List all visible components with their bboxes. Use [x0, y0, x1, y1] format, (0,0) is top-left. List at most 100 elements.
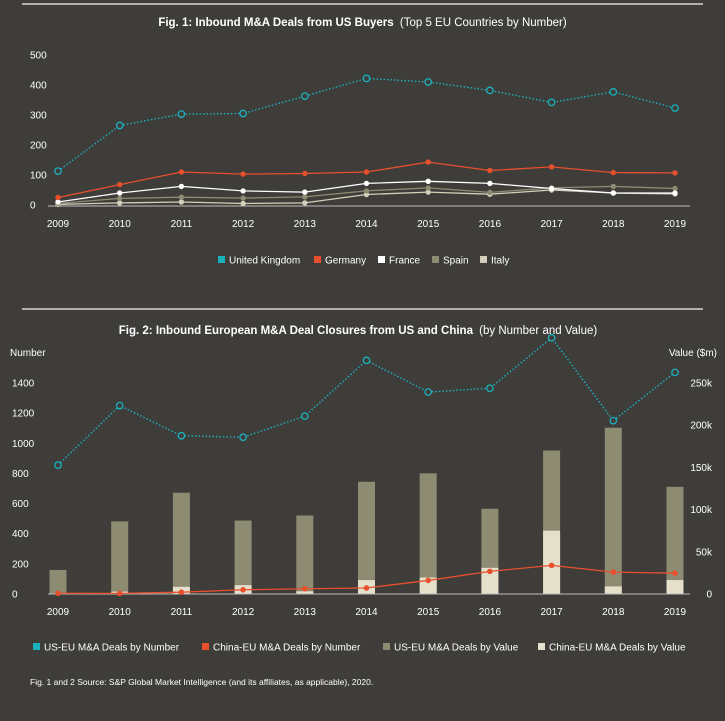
fig1-point-germany	[55, 194, 61, 201]
fig1-legend-swatch	[378, 256, 385, 263]
fig1-point-france	[487, 180, 493, 187]
fig1-point-france	[425, 178, 431, 184]
fig1-point-united-kingdom	[486, 86, 494, 95]
fig2-point-china-eu-number	[240, 586, 246, 593]
fig2-point-china-eu-number	[363, 585, 370, 591]
fig1-legend-label: Italy	[491, 256, 509, 267]
fig1-point-france	[672, 190, 678, 196]
fig2-bar-us-eu-value	[666, 486, 684, 594]
fig2-y-axis-right: 250k 200k 150k 100k 50k 0	[690, 379, 713, 601]
fig1-point-italy	[240, 200, 246, 207]
fig2-y-left-tick-label: 200	[12, 559, 29, 570]
fig1-point-spain	[610, 183, 616, 190]
fig2-point-china-eu-number	[302, 585, 308, 592]
fig2-bar-us-eu-value	[111, 521, 129, 594]
fig1-point-spain	[240, 195, 246, 201]
fig2-bars	[49, 427, 684, 595]
fig1-point-germany	[672, 170, 678, 176]
fig1-point-germany	[487, 167, 493, 174]
fig1-series-germany	[55, 159, 678, 201]
fig1-line-united-kingdom	[57, 77, 676, 172]
fig1-point-spain	[487, 189, 493, 196]
fig2-y-right-tick-label: 150k	[690, 463, 713, 474]
fig1-y-tick-label: 0	[30, 201, 36, 212]
fig2-title-rest: (by Number and Value)	[479, 325, 597, 337]
fig1-y-tick-label: 200	[30, 141, 47, 152]
fig1-point-united-kingdom	[609, 88, 618, 96]
fig1-point-italy	[425, 189, 431, 195]
fig1-y-tick-label: 500	[30, 51, 47, 62]
fig2-point-us-eu-number	[54, 461, 62, 469]
fig2-legend-swatch	[383, 643, 390, 650]
fig1-legend-item-united-kingdom: United Kingdom	[218, 256, 300, 267]
fig2-point-us-eu-number	[609, 416, 618, 425]
fig2-bar-us-eu-value	[234, 520, 252, 594]
fig2-y-right-tick-label: 0	[706, 590, 712, 601]
fig2-x-tick-label: 2017	[540, 607, 563, 618]
fig1-x-tick-label: 2014	[355, 219, 378, 230]
fig1-point-spain	[178, 194, 185, 200]
fig2-x-axis: 2009 2010 2011 2012 2013 2014 2015 2016 2017 2018…	[47, 607, 687, 618]
fig2-x-tick-label: 2015	[417, 607, 440, 618]
fig2-point-china-eu-number	[548, 562, 555, 569]
fig2-ylabel-right: Value ($m)	[669, 348, 717, 359]
fig1-series-france	[55, 178, 678, 205]
fig2-legend-swatch	[538, 643, 545, 650]
fig2-y-left-tick-label: 400	[12, 529, 29, 540]
fig2-x-tick-label: 2012	[232, 607, 255, 618]
fig2-x-tick-label: 2016	[479, 607, 502, 618]
fig2-x-tick-label: 2013	[294, 607, 317, 618]
fig2-y-left-tick-label: 600	[12, 499, 29, 510]
fig1-title: Fig. 1: Inbound M&A Deals from US Buyers…	[158, 17, 567, 29]
fig1-point-france	[117, 190, 123, 196]
fig1-legend-label: France	[389, 256, 421, 267]
fig2-legend-item-china-eu-m-a-deals-by-value: China-EU M&A Deals by Value	[538, 643, 686, 654]
fig1-y-axis: 500 400 300 200 100 0	[30, 51, 47, 212]
fig1-x-tick-label: 2011	[171, 219, 193, 230]
fig2-bar-china-eu-value	[481, 567, 499, 594]
fig1-point-united-kingdom	[547, 98, 556, 107]
fig1-point-france	[240, 188, 246, 194]
fig1-x-tick-label: 2012	[232, 219, 255, 230]
fig1-x-tick-label: 2019	[664, 219, 687, 230]
fig1-title-rest: (Top 5 EU Countries by Number)	[400, 17, 567, 29]
fig2-ylabel-left: Number	[10, 348, 46, 359]
fig1-y-tick-label: 100	[30, 171, 47, 182]
fig2-point-us-eu-number	[300, 412, 309, 421]
fig2-point-us-eu-number	[486, 384, 494, 393]
fig1-point-italy	[178, 199, 185, 205]
fig1-point-france	[610, 190, 616, 196]
fig1-point-germany	[610, 169, 616, 176]
fig1-x-tick-label: 2009	[47, 219, 70, 230]
fig1-x-tick-label: 2017	[540, 219, 563, 230]
fig1-point-france	[363, 180, 370, 187]
fig1-point-italy	[117, 200, 123, 206]
fig2-point-china-eu-number	[672, 570, 678, 577]
fig2-point-us-eu-number	[671, 368, 679, 377]
fig2-y-left-tick-label: 1200	[12, 409, 35, 420]
fig1-point-italy	[302, 200, 308, 206]
fig1-legend-item-germany: Germany	[314, 256, 366, 267]
fig2-bar-china-eu-value	[666, 580, 684, 594]
fig2-x-tick-label: 2011	[171, 607, 193, 618]
fig1-point-germany	[548, 164, 555, 170]
fig1-point-united-kingdom	[239, 109, 247, 118]
fig2-legend-item-china-eu-m-a-deals-by-number: China-EU M&A Deals by Number	[202, 643, 361, 654]
fig2-bar-us-eu-value	[172, 492, 190, 594]
fig1-y-tick-label: 300	[30, 111, 47, 122]
fig1-x-tick-label: 2018	[602, 219, 625, 230]
fig1-point-united-kingdom	[300, 92, 309, 100]
fig2-legend-swatch	[33, 643, 40, 650]
fig2-x-tick-label: 2009	[47, 607, 70, 618]
fig1-x-tick-label: 2013	[294, 219, 317, 230]
fig2-bar-us-eu-value	[419, 473, 437, 594]
fig1-legend-swatch	[480, 256, 487, 263]
fig2-title-bold: Fig. 2: Inbound European M&A Deal Closur…	[119, 325, 474, 337]
fig2-point-china-eu-number	[55, 590, 61, 597]
fig2-y-right-tick-label: 200k	[690, 421, 713, 432]
fig1-point-united-kingdom	[115, 121, 124, 130]
fig1-point-germany	[425, 159, 431, 165]
fig2-legend-item-us-eu-m-a-deals-by-number: US-EU M&A Deals by Number	[33, 643, 180, 654]
fig2-legend-item-us-eu-m-a-deals-by-value: US-EU M&A Deals by Value	[383, 643, 519, 654]
